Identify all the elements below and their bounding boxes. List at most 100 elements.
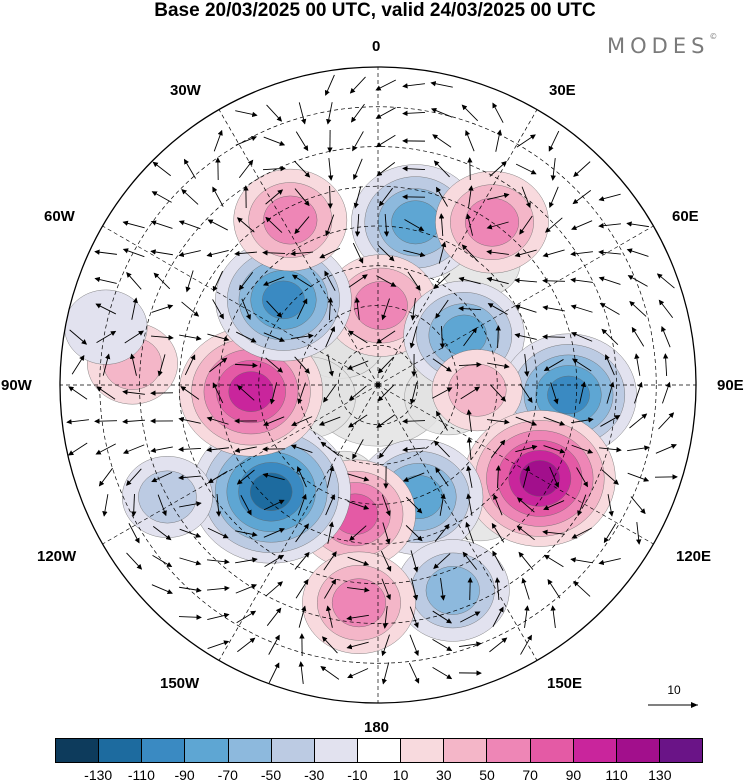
wind-arrow <box>550 382 559 405</box>
colorbar-tick-label: 90 <box>565 767 582 783</box>
wind-arrow <box>94 276 117 284</box>
wind-arrow <box>661 325 671 348</box>
anomaly-contour <box>447 363 507 417</box>
wind-arrow <box>634 381 643 404</box>
wind-arrow <box>327 521 334 544</box>
wind-arrow <box>327 158 334 181</box>
wind-arrow <box>212 186 224 207</box>
wind-arrow <box>151 191 172 203</box>
wind-arrow <box>207 470 228 484</box>
wind-arrow <box>346 614 369 621</box>
wind-arrow <box>178 614 202 620</box>
anomaly-high-greenland-sea <box>233 168 348 272</box>
wind-arrow <box>268 634 280 655</box>
wind-arrow <box>655 443 677 454</box>
wind-arrow <box>486 249 509 255</box>
wind-arrow <box>207 612 230 621</box>
wind-arrow <box>235 136 257 146</box>
wind-arrow <box>542 529 565 535</box>
wind-arrow <box>459 641 482 648</box>
meridian-line <box>377 384 538 661</box>
wind-arrow <box>495 325 501 349</box>
wind-arrow <box>376 414 396 428</box>
wind-arrow <box>262 276 285 286</box>
wind-arrow <box>102 494 109 517</box>
lon-label-180: 180 <box>364 719 390 736</box>
wind-arrow <box>487 362 510 369</box>
wind-arrow <box>433 553 451 570</box>
wind-arrow <box>378 439 394 459</box>
graticule <box>60 67 696 703</box>
wind-arrow <box>405 496 423 514</box>
wind-arrow <box>236 217 255 233</box>
wind-arrow <box>433 273 451 290</box>
anomaly-contour <box>262 280 305 320</box>
wind-arrow <box>213 129 223 152</box>
wind-arrow <box>377 384 395 402</box>
anomaly-contour <box>228 371 274 412</box>
wind-arrow <box>435 467 449 487</box>
wind-arrow <box>409 382 418 405</box>
wind-arrow <box>579 381 587 404</box>
wind-arrow <box>627 472 650 482</box>
wind-arrow <box>572 190 592 205</box>
wind-arrow <box>402 446 425 453</box>
lon-label-30e: 30E <box>549 82 576 99</box>
wind-arrow <box>353 186 362 209</box>
wind-arrow <box>570 557 593 564</box>
wind-arrow <box>352 439 364 460</box>
wind-arrow <box>572 358 592 372</box>
reference-vector: 10 <box>644 683 704 713</box>
anomaly-low-hudson <box>215 238 352 362</box>
wind-arrow <box>495 465 502 489</box>
wind-arrow <box>402 165 426 172</box>
wind-arrow <box>183 158 196 179</box>
wind-arrow <box>346 360 369 370</box>
wind-arrow <box>347 668 369 679</box>
wind-arrow <box>347 556 370 566</box>
wind-arrow <box>212 382 224 404</box>
colorbar-swatch <box>530 739 574 762</box>
wind-arrow <box>461 244 478 262</box>
wind-arrow <box>68 386 88 400</box>
lon-label-60e: 60E <box>672 208 699 225</box>
colorbar-swatch <box>357 739 402 762</box>
wind-arrow <box>465 213 474 236</box>
wind-arrow <box>122 220 145 229</box>
wind-arrow <box>432 387 453 399</box>
anomaly-contour <box>547 375 590 415</box>
wind-arrow <box>381 494 391 517</box>
wind-arrow <box>375 79 397 91</box>
wind-arrow <box>207 640 230 650</box>
wind-arrow <box>294 216 310 235</box>
wind-arrow <box>550 158 556 181</box>
wind-arrow <box>630 496 646 515</box>
wind-arrow <box>402 83 425 89</box>
wind-vectors <box>66 74 678 685</box>
wind-arrow <box>376 330 396 344</box>
wind-arrow <box>489 637 508 653</box>
wind-arrow <box>323 383 337 403</box>
wind-arrow <box>492 606 504 627</box>
wind-arrow <box>662 353 669 377</box>
colorbar-tick-label: -30 <box>304 767 325 783</box>
wind-arrow <box>94 249 117 255</box>
wind-arrow <box>150 446 173 453</box>
wind-arrow <box>432 134 452 148</box>
wind-arrow <box>490 439 506 458</box>
wind-arrow <box>126 552 143 570</box>
wind-arrow <box>122 389 145 395</box>
wind-arrow <box>327 297 334 321</box>
colorbar-swatch <box>616 739 660 762</box>
wind-arrow <box>266 104 283 122</box>
wind-arrow <box>543 445 566 454</box>
wind-arrow <box>263 332 285 342</box>
wind-arrow <box>297 382 306 405</box>
reference-arrow-icon <box>648 702 698 708</box>
wind-arrow <box>438 213 445 237</box>
latitude-circle <box>337 344 419 426</box>
wind-arrow <box>234 362 258 369</box>
wind-arrow <box>94 418 118 424</box>
wind-arrow <box>524 354 530 377</box>
